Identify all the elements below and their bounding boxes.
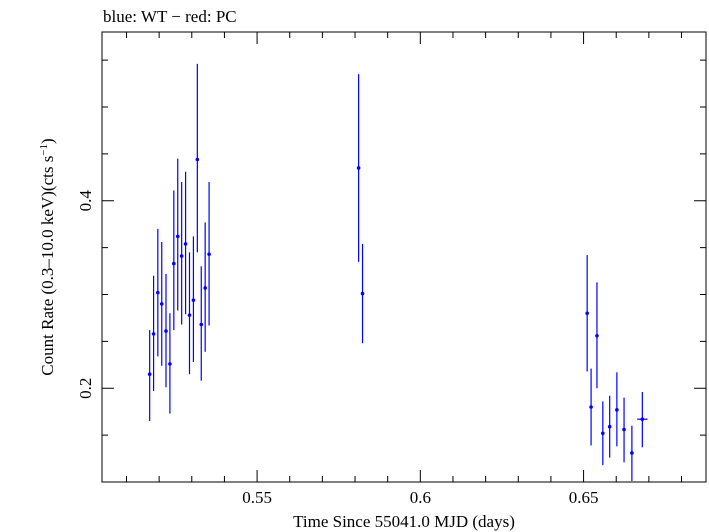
y-tick-label: 0.2	[76, 378, 95, 399]
point-marker	[147, 372, 152, 376]
point-marker	[622, 427, 626, 432]
data-point	[607, 395, 612, 458]
data-point	[195, 63, 200, 253]
data-point	[164, 273, 168, 388]
point-marker	[159, 302, 164, 306]
x-tick-label: 0.55	[242, 488, 272, 507]
point-marker	[360, 291, 365, 296]
data-point	[360, 243, 365, 344]
point-marker	[183, 242, 188, 246]
data-point	[637, 392, 648, 448]
point-marker	[172, 261, 176, 266]
point-marker	[589, 405, 593, 409]
point-marker	[164, 329, 168, 333]
y-tick-label: 0.4	[76, 190, 95, 212]
axis-ticks	[102, 32, 706, 482]
data-point	[615, 372, 619, 447]
point-marker	[630, 451, 634, 455]
data-point	[183, 171, 188, 315]
data-point	[203, 222, 207, 352]
data-point	[601, 401, 605, 466]
data-point	[147, 330, 152, 422]
x-tick-label: 0.65	[569, 488, 599, 507]
point-marker	[191, 298, 196, 302]
point-marker	[199, 322, 204, 327]
x-axis-label: Time Since 55041.0 MJD (days)	[293, 512, 515, 531]
y-axis-label-close: )	[38, 138, 57, 144]
data-point	[179, 182, 184, 325]
data-point	[156, 228, 160, 357]
data-point	[187, 252, 192, 375]
data-points	[147, 63, 648, 482]
data-point	[589, 368, 593, 446]
tick-labels: 0.55 0.6 0.65 0.2 0.4	[76, 190, 598, 507]
data-point	[151, 275, 156, 392]
y-axis-label: Count Rate (0.3–10.0 keV)(cts s−1)	[38, 138, 57, 375]
point-marker	[356, 166, 361, 170]
point-marker	[151, 332, 156, 336]
data-point	[207, 182, 211, 326]
point-marker	[175, 234, 180, 239]
plot-frame	[101, 31, 707, 483]
point-marker	[187, 313, 192, 317]
point-marker	[585, 311, 589, 316]
y-axis-label-exponent: −1	[38, 144, 50, 156]
chart-title: blue: WT − red: PC	[103, 7, 237, 26]
data-point	[159, 242, 164, 366]
point-marker	[168, 362, 172, 366]
point-marker	[156, 290, 160, 295]
point-marker	[640, 417, 645, 421]
point-marker	[615, 408, 619, 412]
point-marker	[607, 424, 612, 429]
x-tick-label: 0.6	[410, 488, 431, 507]
data-point	[168, 313, 172, 414]
y-axis-label-main: Count Rate (0.3–10.0 keV)(cts s	[38, 156, 57, 376]
point-marker	[195, 157, 200, 162]
data-point	[630, 425, 634, 482]
data-point	[172, 190, 176, 331]
data-point	[595, 282, 599, 389]
data-point	[622, 397, 626, 463]
data-point	[356, 74, 361, 262]
data-point	[191, 236, 196, 362]
point-marker	[179, 254, 184, 258]
data-point	[199, 266, 204, 381]
point-marker	[203, 286, 207, 290]
data-point	[585, 255, 589, 372]
point-marker	[207, 252, 211, 256]
data-point	[175, 158, 180, 311]
point-marker	[601, 431, 605, 436]
point-marker	[595, 333, 599, 338]
